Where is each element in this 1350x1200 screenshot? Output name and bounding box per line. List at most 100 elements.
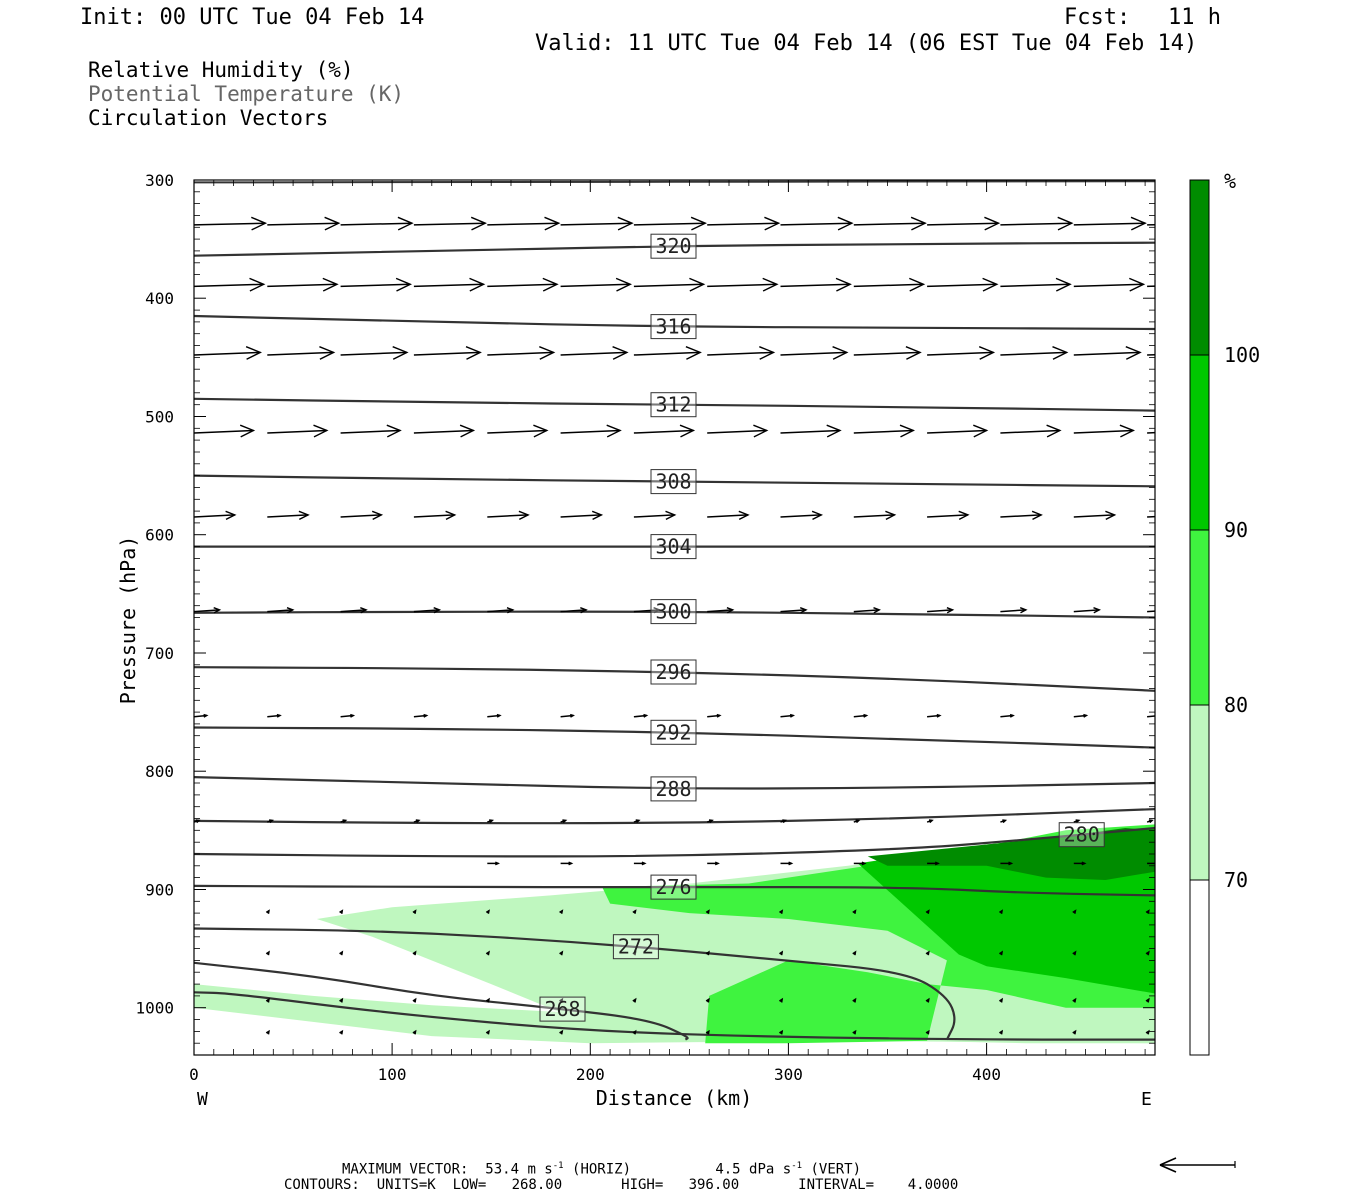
vector-head-7-10 [928,819,934,824]
vector-shaft-6-7 [707,714,720,718]
vector-shaft-6-10 [927,714,940,718]
vector-head-8-1 [568,861,574,866]
contour-label-box-312 [650,392,697,418]
colorbar-unit: % [1224,169,1236,193]
vector-head-10-0 [265,950,270,956]
vector-shaft-3-1 [267,429,327,434]
vector-shaft-6-6 [633,714,647,718]
vector-head-9-0 [265,909,270,914]
vector-head-12-4 [559,1029,564,1035]
colorbar-label-80: 80 [1224,693,1248,717]
theta-contour-280 [194,826,1155,858]
contour-label-box-300 [650,599,697,625]
vector-shaft-2-1 [267,351,334,356]
vector-head-5-10 [946,607,955,614]
vector-shaft-1-11 [1000,283,1071,288]
axes: 300 400 500 600 700 800 900 1000 0 100 200 300 400 [135,171,1155,1084]
x-end-label-east: E [1141,1089,1152,1110]
vector-shaft-2-6 [633,351,701,356]
vector-head-0-0 [251,216,268,231]
vector-shaft-1-8 [780,283,851,288]
vector-shaft-6-4 [487,714,501,718]
contour-label-300: 300 [655,600,691,624]
vector-shaft-4-6 [633,514,675,518]
vector-head-11-2 [412,997,417,1003]
vector-shaft-4-13 [1147,515,1155,518]
vector-head-6-5 [569,713,575,718]
vector-head-1-11 [1055,277,1072,292]
vector-shaft-6-5 [560,714,574,718]
vector-head-8-2 [641,861,647,866]
vector-head-4-7 [738,510,750,521]
vector-head-12-1 [339,1029,344,1035]
vector-shaft-3-3 [413,429,474,434]
contour-label-box-268 [539,996,586,1022]
vector-head-4-4 [518,510,530,521]
vector-head-9-11 [1072,909,1077,914]
vector-head-12-5 [632,1029,637,1035]
footer-contours: CONTOURS: UNITS=K LOW= 268.00 HIGH= 396.… [284,1177,959,1193]
vector-shaft-4-8 [780,514,822,518]
vector-shaft-1-1 [267,283,338,288]
vector-head-11-1 [339,997,344,1003]
vector-head-2-1 [319,346,336,360]
vector-head-1-6 [689,277,706,292]
vector-head-11-3 [485,997,490,1003]
vector-shaft-4-3 [413,514,455,518]
vector-head-3-4 [533,424,549,438]
contour-label-280: 280 [1064,823,1100,847]
vector-head-3-10 [973,424,989,438]
vector-head-5-11 [1019,607,1028,614]
vector-shaft-6-3 [413,714,427,718]
vector-shaft-5-9 [853,609,880,613]
vector-head-7-12 [1075,819,1081,824]
colorbar-band-70 [1190,705,1209,880]
vector-shaft-5-3 [413,609,440,613]
y-tick-label-800: 800 [145,762,174,781]
vector-head-11-10 [999,997,1004,1003]
contour-label-308: 308 [655,470,691,494]
vector-head-12-10 [999,1029,1004,1035]
vector-head-4-5 [591,510,604,521]
forecast-label: Fcst: [1064,5,1131,30]
vector-head-11-6 [705,997,710,1003]
vector-head-6-8 [789,713,796,718]
vector-head-3-5 [606,424,622,438]
vector-head-4-8 [811,510,824,521]
vector-shaft-5-11 [1000,609,1026,613]
vector-shaft-0-9 [853,222,926,226]
y-tick-label-900: 900 [145,881,174,900]
contour-label-304: 304 [655,535,691,559]
vector-shaft-2-9 [853,351,921,356]
vector-head-2-8 [832,346,849,360]
vector-head-1-1 [322,277,339,292]
contour-label-292: 292 [655,720,691,744]
vector-shaft-3-12 [1073,429,1134,434]
contour-label-box-288 [650,776,697,802]
contour-label-316: 316 [655,315,691,339]
contour-label-box-276 [650,874,697,900]
vector-head-5-13 [1167,608,1173,613]
vector-head-1-12 [1129,277,1146,292]
vector-shaft-1-5 [560,283,631,288]
vector-head-11-5 [632,997,637,1003]
contour-label-box-304 [650,534,697,560]
vector-head-9-5 [632,909,637,914]
vector-shaft-1-6 [633,283,704,288]
x-end-label-west: W [197,1089,208,1110]
vector-shaft-2-7 [707,351,774,356]
vector-head-6-12 [1083,713,1089,718]
vector-shaft-4-10 [927,514,968,518]
vector-head-2-11 [1052,346,1069,360]
vector-head-10-1 [339,950,344,956]
vector-shaft-6-13 [1147,715,1155,718]
vector-head-5-9 [873,607,881,614]
vector-head-2-6 [685,346,702,360]
vector-head-6-3 [423,713,429,718]
theta-contour-312 [194,397,1155,412]
vector-head-5-8 [799,607,808,614]
contour-label-268: 268 [544,997,580,1021]
vector-shaft-0-8 [780,222,852,226]
contour-label-296: 296 [655,660,691,684]
vector-head-8-6 [934,861,940,866]
